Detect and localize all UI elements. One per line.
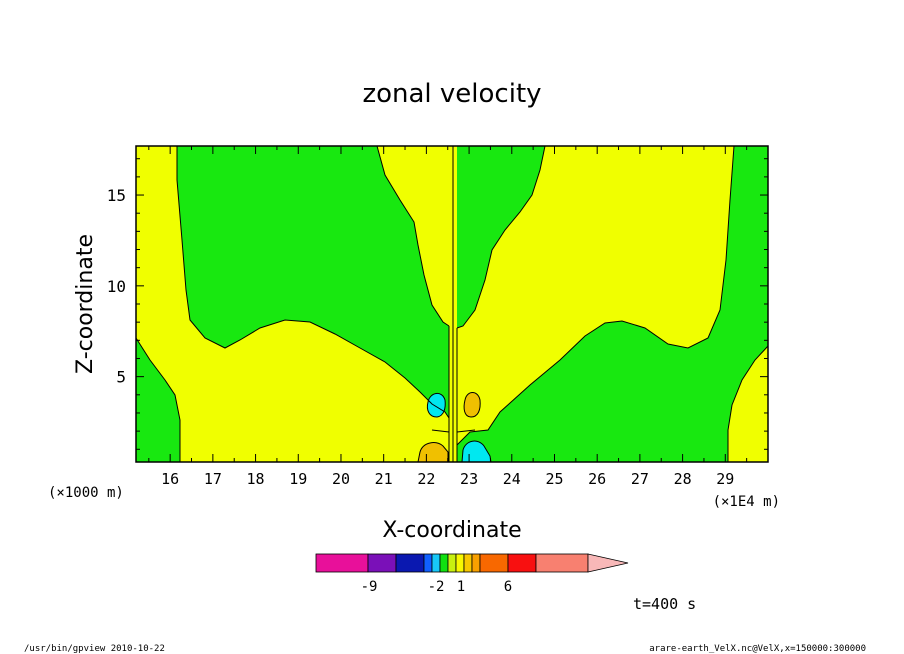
y-tick-label: 10 <box>107 277 126 296</box>
y-axis-label: Z-coordinate <box>73 234 98 374</box>
colorbar-segment <box>479 553 509 573</box>
x-tick-label: 20 <box>332 470 350 488</box>
chart-title: zonal velocity <box>362 79 541 109</box>
colorbar-extension <box>587 553 629 573</box>
y-tick-labels: 5 10 15 <box>107 186 126 387</box>
x-tick-labels: 16 17 18 19 20 21 22 23 24 25 26 27 28 29 <box>161 470 734 488</box>
x-unit-left: (×1000 m) <box>48 485 124 501</box>
colorbar-segment <box>315 553 369 573</box>
colorbar-segment <box>471 553 481 573</box>
colorbar-labels: -9 -2 1 6 <box>361 579 513 595</box>
strong-positive-cell-bottom-left <box>417 442 449 463</box>
negative-region-lower-left <box>136 338 180 462</box>
x-tick-label: 19 <box>289 470 307 488</box>
x-tick-label: 17 <box>204 470 222 488</box>
colorbar-label: 6 <box>504 579 512 595</box>
x-tick-label: 26 <box>588 470 606 488</box>
y-tick-label: 15 <box>107 186 126 205</box>
y-tick-marks <box>136 158 768 450</box>
colorbar <box>315 553 629 573</box>
colorbar-segment <box>439 553 449 573</box>
x-tick-label: 25 <box>545 470 563 488</box>
y-tick-label: 5 <box>116 368 126 387</box>
colorbar-segment <box>423 553 433 573</box>
footer-right: arare-earth_VelX.nc@VelX,x=150000:300000 <box>649 644 866 654</box>
x-tick-label: 28 <box>674 470 692 488</box>
x-tick-label: 21 <box>375 470 393 488</box>
x-tick-label: 16 <box>161 470 179 488</box>
x-unit-right: (×1E4 m) <box>713 494 780 510</box>
colorbar-segment <box>431 553 441 573</box>
colorbar-segment <box>535 553 589 573</box>
colorbar-segment <box>455 553 465 573</box>
x-tick-label: 27 <box>631 470 649 488</box>
colorbar-segment <box>367 553 397 573</box>
footer-left: /usr/bin/gpview 2010-10-22 <box>24 644 165 654</box>
colorbar-label: -9 <box>361 579 378 595</box>
negative-region-upper-center <box>457 146 545 328</box>
x-tick-label: 23 <box>460 470 478 488</box>
colorbar-segment <box>395 553 425 573</box>
x-tick-label: 29 <box>716 470 734 488</box>
strong-negative-cell-left <box>426 393 446 418</box>
negative-region-left <box>177 146 449 418</box>
x-tick-label: 24 <box>503 470 521 488</box>
x-tick-marks <box>148 146 769 462</box>
colorbar-segment <box>507 553 537 573</box>
time-label: t=400 s <box>633 595 696 613</box>
plot-area: 16 17 18 19 20 21 22 23 24 25 26 27 28 29 5 10 15 <box>107 145 769 488</box>
negative-region-right <box>457 146 768 462</box>
colorbar-label: 1 <box>457 579 465 595</box>
x-axis-label: X-coordinate <box>382 518 521 543</box>
x-tick-label: 22 <box>417 470 435 488</box>
colorbar-label: -2 <box>428 579 445 595</box>
colorbar-segment <box>463 553 473 573</box>
contour-lines <box>135 145 769 462</box>
x-tick-label: 18 <box>247 470 265 488</box>
strong-positive-cell-right <box>463 392 481 418</box>
colorbar-segment <box>447 553 457 573</box>
